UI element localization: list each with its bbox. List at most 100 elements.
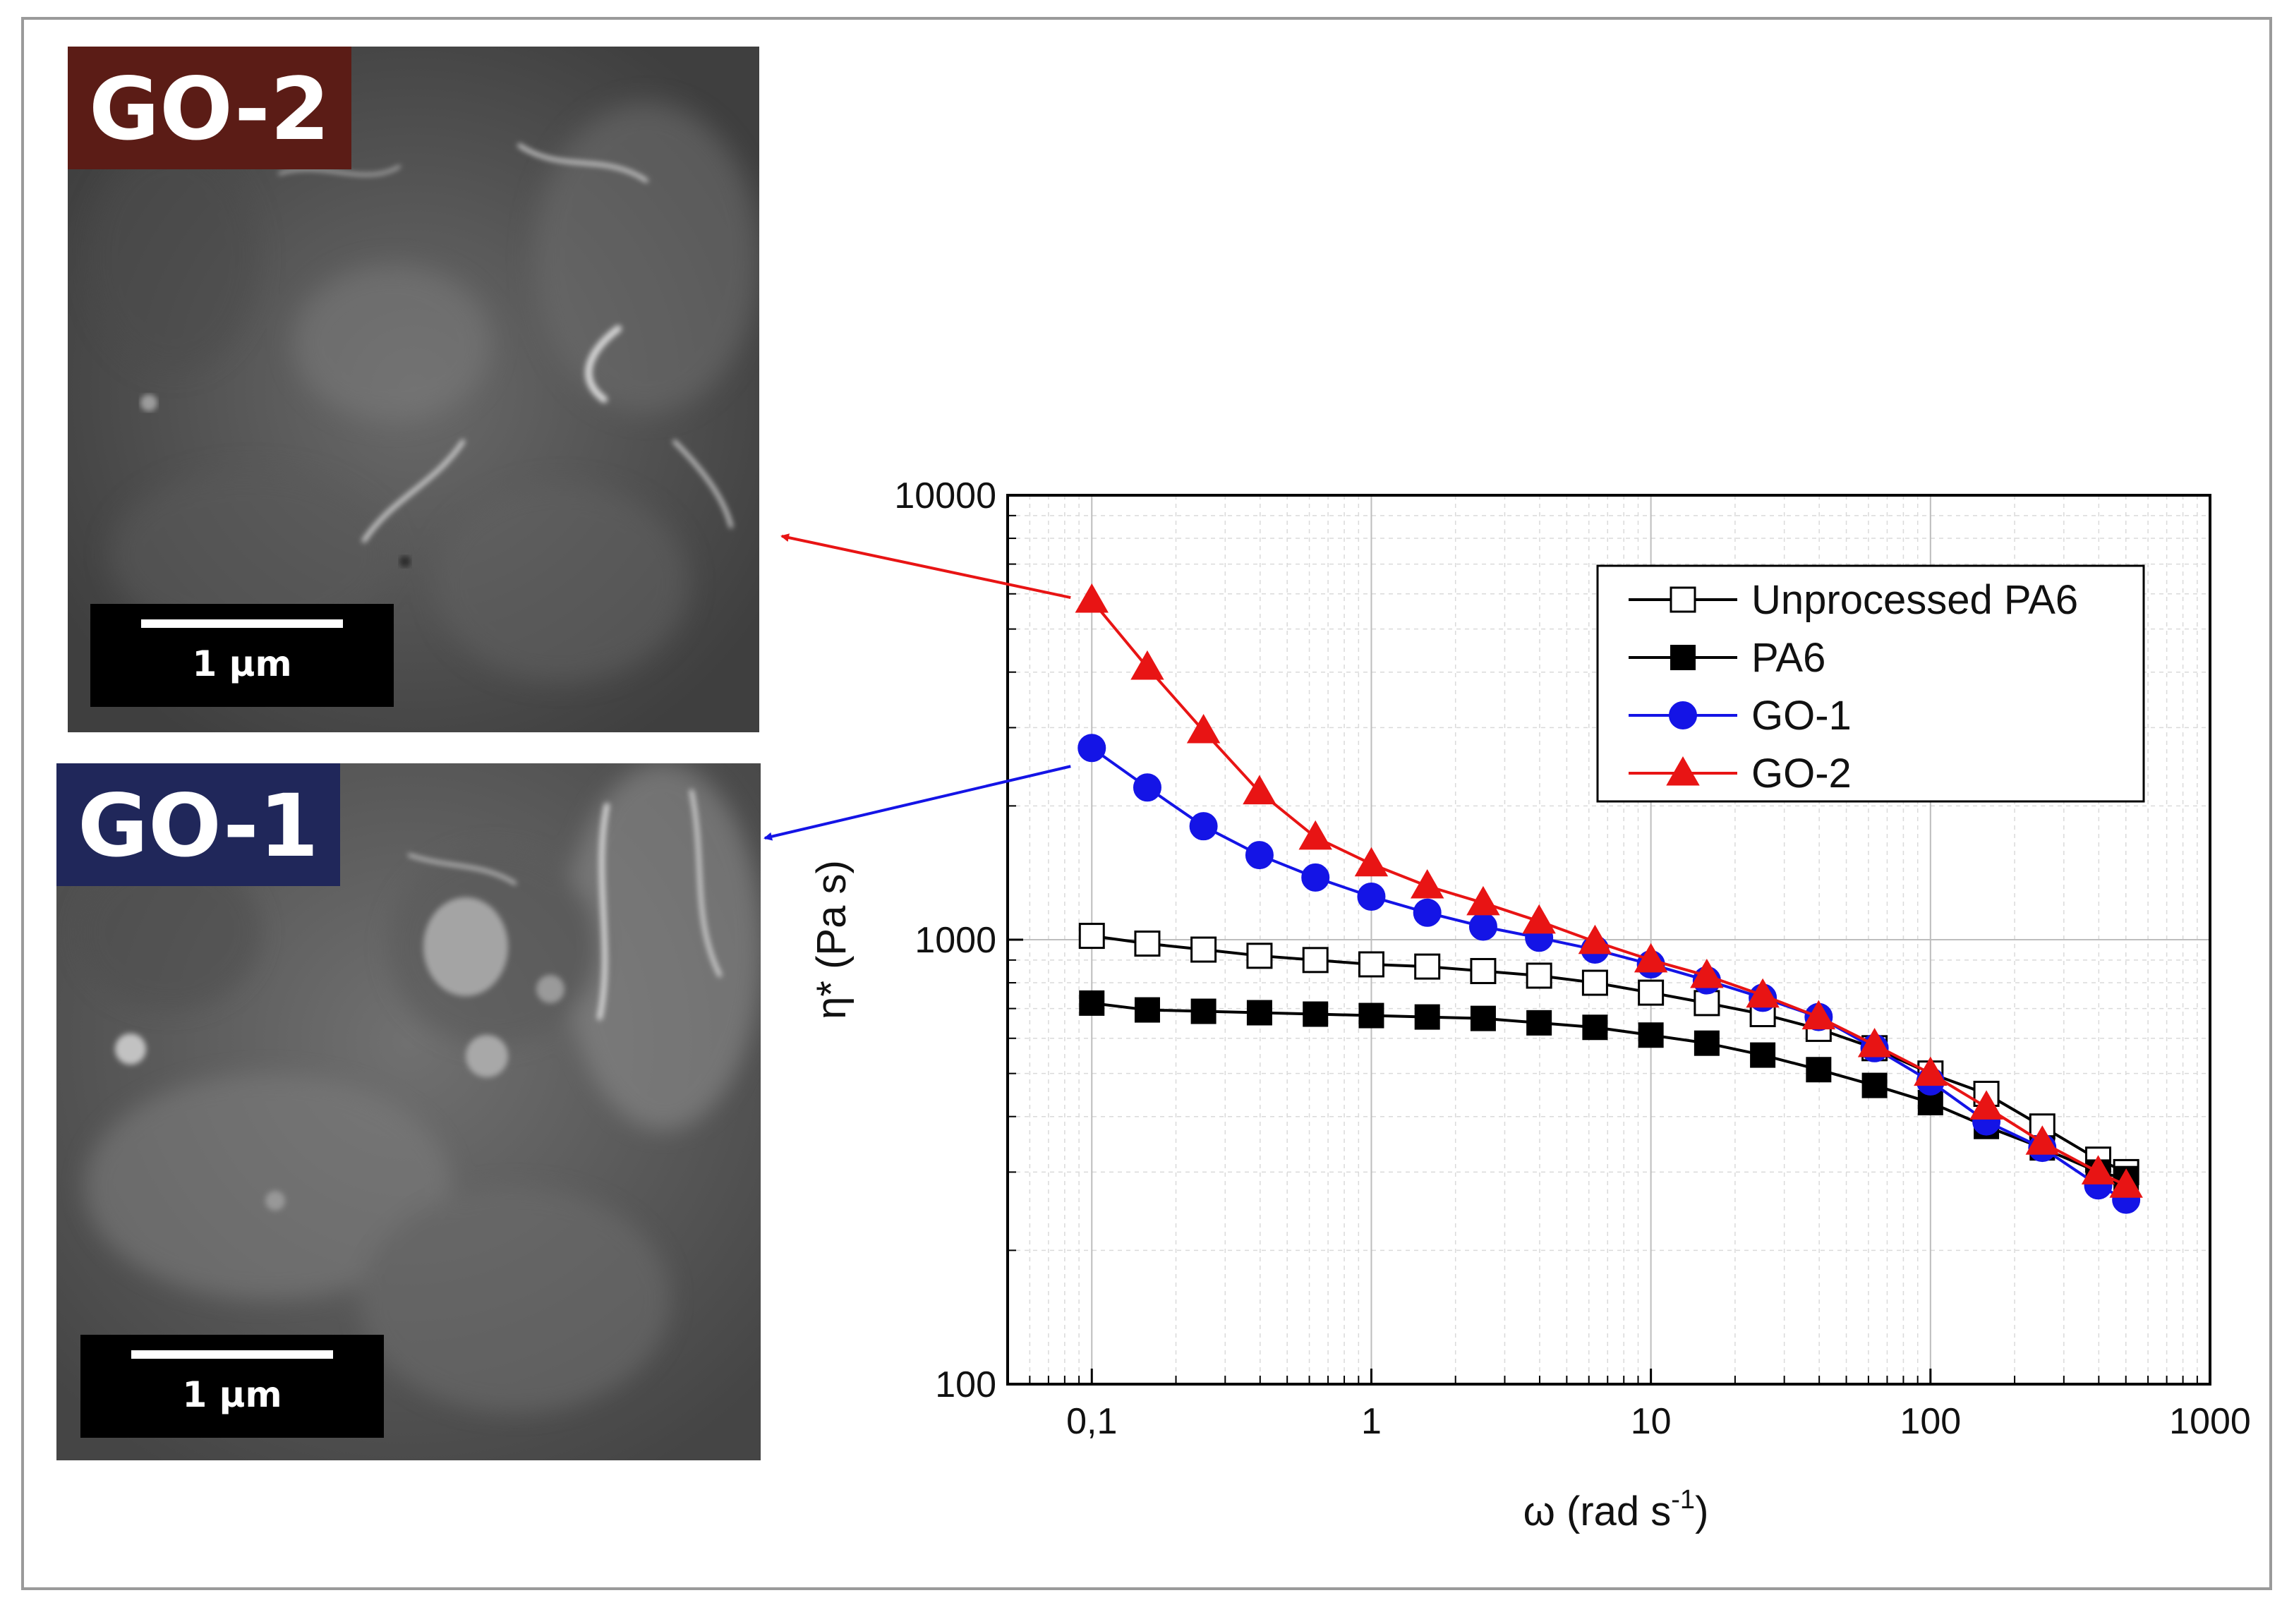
pointer-arrow-go2	[780, 533, 1071, 599]
pointer-arrow-go1	[763, 765, 1071, 841]
data-point	[1190, 936, 1217, 963]
panel-label-go1: GO-1	[56, 763, 340, 886]
data-point	[1690, 958, 1724, 988]
legend-label: Unprocessed PA6	[1751, 577, 2078, 623]
x-tick-label: 0,1	[1066, 1401, 1117, 1442]
arrows-layer	[763, 533, 1071, 841]
panel-label-go2: GO-2	[68, 47, 351, 169]
scale-bar-go2: 1 µm	[90, 604, 394, 707]
legend-label: GO-1	[1751, 693, 1852, 739]
data-point	[1861, 1072, 1888, 1098]
data-point	[1186, 713, 1221, 744]
data-point	[1133, 773, 1161, 802]
data-point	[1079, 990, 1105, 1016]
axis-ticks	[1007, 514, 2198, 1386]
data-point	[1526, 1010, 1552, 1036]
data-point	[1414, 1004, 1440, 1030]
data-point	[1466, 885, 1500, 916]
data-point	[1190, 998, 1217, 1024]
data-point	[1410, 869, 1444, 899]
series-unprocessed-pa6	[1078, 923, 2139, 1185]
scale-bar-text: 1 µm	[182, 1374, 282, 1415]
data-point	[1634, 943, 1668, 973]
data-point	[1358, 1002, 1384, 1029]
tick-labels: 0,1 1 10 100 1000 100 1000 10000	[894, 475, 2250, 1442]
scale-bar-line	[131, 1350, 333, 1359]
y-tick-label: 100	[935, 1364, 996, 1405]
x-axis-label-superscript: -1	[1671, 1485, 1695, 1515]
scale-bar-line	[141, 619, 343, 628]
data-point	[1969, 1090, 2003, 1120]
data-point	[1243, 775, 1276, 805]
data-point	[1358, 951, 1384, 978]
data-point	[1801, 1000, 1836, 1030]
data-point	[1750, 1042, 1776, 1068]
data-point	[1414, 953, 1441, 980]
data-point	[1077, 734, 1106, 763]
data-point	[1134, 931, 1161, 957]
series-layer	[1075, 583, 2143, 1214]
legend: Unprocessed PA6 PA6 GO-1 GO-2	[1596, 564, 2145, 803]
data-point	[2109, 1168, 2143, 1198]
data-point	[1245, 841, 1274, 870]
y-tick-label: 1000	[914, 920, 996, 961]
data-point	[1302, 947, 1329, 974]
data-point	[1914, 1056, 1948, 1086]
data-point	[1694, 1030, 1720, 1056]
data-point	[1130, 650, 1164, 680]
data-point	[1857, 1028, 1892, 1058]
series-line	[1091, 934, 2127, 1174]
legend-marker	[1670, 645, 1696, 670]
data-point	[1638, 1022, 1664, 1048]
data-point	[1806, 1057, 1832, 1083]
data-point	[1078, 923, 1105, 950]
data-point	[1357, 882, 1386, 911]
scale-bar-go1: 1 µm	[80, 1335, 384, 1438]
data-point	[1638, 979, 1665, 1006]
data-point	[1134, 997, 1160, 1023]
sem-image-go2: GO-2 1 µm	[68, 47, 759, 732]
sem-image-go1: GO-1 1 µm	[56, 763, 761, 1460]
legend-label: PA6	[1751, 635, 1825, 681]
legend-label: GO-2	[1751, 751, 1852, 796]
data-point	[1246, 943, 1273, 969]
data-point	[1301, 863, 1330, 892]
scale-bar-text: 1 µm	[192, 643, 292, 684]
data-point	[1298, 820, 1332, 850]
data-point	[1189, 812, 1218, 841]
data-point	[1354, 847, 1389, 877]
y-tick-label: 10000	[894, 475, 996, 516]
series-line	[1092, 1001, 2127, 1180]
data-point	[1468, 912, 1497, 941]
x-axis-label-main: ω (rad s	[1523, 1489, 1672, 1534]
data-point	[1582, 1014, 1608, 1041]
data-point	[1470, 1005, 1496, 1031]
data-point	[1522, 904, 1556, 934]
x-tick-label: 10	[1631, 1401, 1672, 1442]
data-point	[1075, 583, 1109, 613]
legend-marker	[1670, 586, 1696, 613]
x-axis-label: ω (rad s-1)	[1523, 1485, 1709, 1534]
data-point	[2025, 1125, 2060, 1155]
data-point	[1578, 924, 1612, 955]
data-point	[1526, 962, 1552, 989]
y-axis-label: η* (Pa s)	[809, 860, 855, 1019]
x-tick-label: 1000	[2169, 1401, 2251, 1442]
series-go-2	[1075, 583, 2143, 1198]
x-axis-label-end: )	[1695, 1489, 1708, 1534]
data-point	[1413, 898, 1442, 927]
data-point	[1303, 1001, 1329, 1027]
x-tick-label: 100	[1900, 1401, 1961, 1442]
series-line	[1091, 746, 2127, 1201]
data-point	[1746, 978, 1780, 1008]
sem-texture-go2	[68, 47, 759, 732]
data-point	[1246, 1000, 1272, 1026]
legend-marker	[1666, 756, 1700, 786]
legend-marker	[1669, 701, 1697, 729]
data-point	[1470, 957, 1497, 984]
data-point	[2081, 1155, 2115, 1184]
x-tick-label: 1	[1361, 1401, 1382, 1442]
data-point	[1694, 990, 1720, 1017]
data-point	[1581, 969, 1608, 996]
